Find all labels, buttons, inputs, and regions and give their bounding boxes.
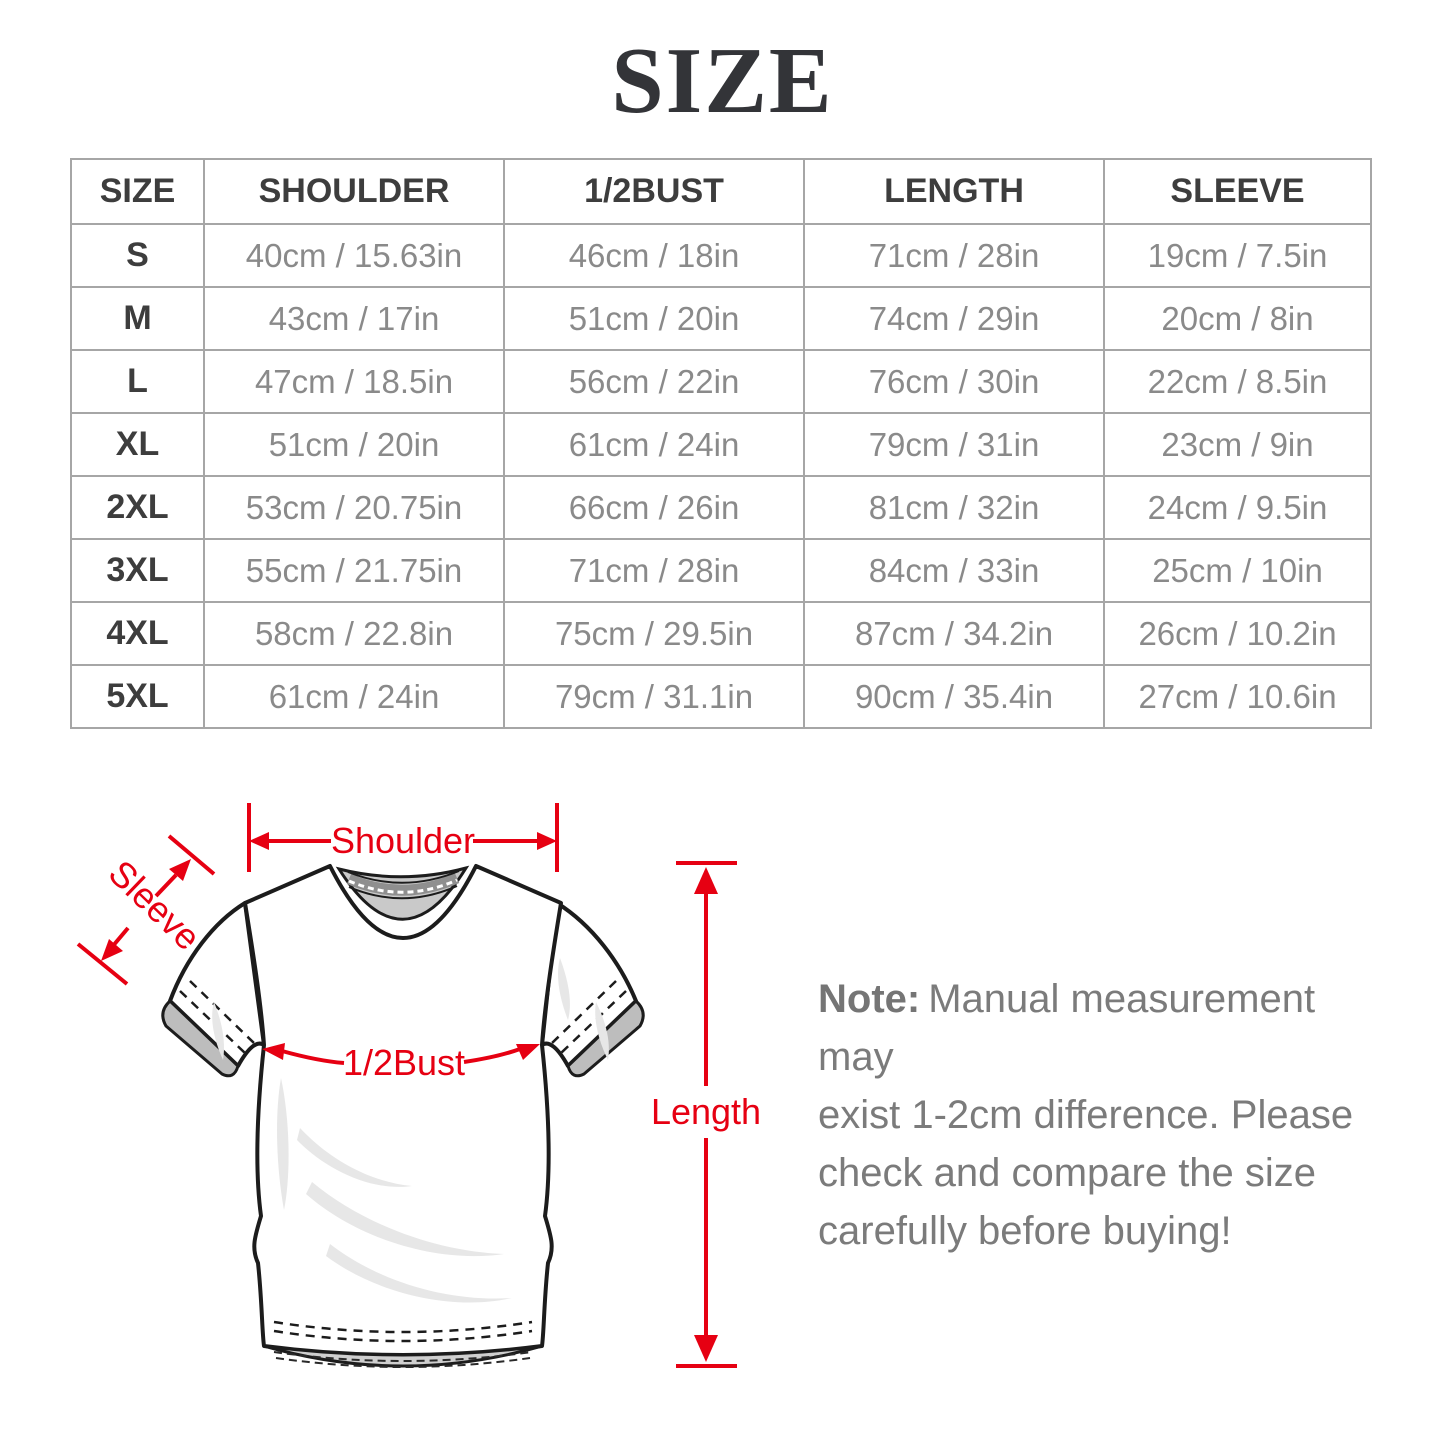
size-row-label: XL — [70, 412, 205, 477]
size-table: SIZE SHOULDER 1/2BUST LENGTH SLEEVE S 40c… — [70, 158, 1372, 729]
col-header-sleeve: SLEEVE — [1103, 158, 1372, 225]
collar-band-stitching — [348, 878, 458, 894]
size-table-row: XL 51cm / 20in 61cm / 24in 79cm / 31in 23cm … — [70, 412, 1372, 477]
hem-lip-stitches — [273, 1351, 533, 1368]
note-line: Note: Manual measurement may — [818, 970, 1398, 1086]
hem-upper-stitches — [273, 1320, 533, 1343]
measurement-cell: 24cm / 9.5in — [1103, 475, 1372, 540]
col-header-length: LENGTH — [803, 158, 1105, 225]
fabric-wrinkles — [212, 958, 609, 1303]
note-text: Manual measurement may — [818, 977, 1316, 1079]
size-row-label: M — [70, 286, 205, 351]
note-prefix: Note: — [818, 977, 921, 1021]
size-row-label: 4XL — [70, 601, 205, 666]
measurement-cell: 40cm / 15.63in — [203, 223, 505, 288]
note-line: exist 1-2cm difference. Please — [818, 1093, 1354, 1137]
size-row-label: L — [70, 349, 205, 414]
bust-annotation: 1/2Bust — [262, 1042, 540, 1083]
measurement-cell: 79cm / 31in — [803, 412, 1105, 477]
measurement-cell: 87cm / 34.2in — [803, 601, 1105, 666]
measurement-cell: 61cm / 24in — [203, 664, 505, 729]
measurement-cell: 43cm / 17in — [203, 286, 505, 351]
size-table-row: 2XL 53cm / 20.75in 66cm / 26in 81cm / 32in 2… — [70, 475, 1372, 540]
measurement-cell: 23cm / 9in — [1103, 412, 1372, 477]
arrowhead-left — [262, 1043, 285, 1060]
measurement-cell: 58cm / 22.8in — [203, 601, 505, 666]
shoulder-label: Shoulder — [331, 820, 475, 861]
measurement-note: Note: Manual measurement may exist 1-2cm … — [818, 970, 1398, 1260]
arrowhead-down — [694, 1335, 718, 1362]
measurement-cell: 46cm / 18in — [503, 223, 805, 288]
arrowhead-up — [694, 867, 718, 894]
measurement-cell: 74cm / 29in — [803, 286, 1105, 351]
size-row-label: 3XL — [70, 538, 205, 603]
measurement-cell: 20cm / 8in — [1103, 286, 1372, 351]
measurement-cell: 71cm / 28in — [503, 538, 805, 603]
arrowhead-right — [516, 1044, 540, 1060]
col-header-shoulder: SHOULDER — [203, 158, 505, 225]
tee-hem — [263, 1344, 543, 1368]
measurement-cell: 26cm / 10.2in — [1103, 601, 1372, 666]
measurement-cell: 81cm / 32in — [803, 475, 1105, 540]
size-row-label: 5XL — [70, 664, 205, 729]
measurement-cell: 27cm / 10.6in — [1103, 664, 1372, 729]
tshirt-measurement-diagram: Shoulder Sleeve 1/2Bust Length — [76, 803, 761, 1368]
measurement-cell: 79cm / 31.1in — [503, 664, 805, 729]
size-table-row: 5XL 61cm / 24in 79cm / 31.1in 90cm / 35.4in… — [70, 664, 1372, 729]
measurement-cell: 90cm / 35.4in — [803, 664, 1105, 729]
measurement-cell: 66cm / 26in — [503, 475, 805, 540]
measurement-cell: 55cm / 21.75in — [203, 538, 505, 603]
arrowhead-down-left — [101, 939, 123, 961]
size-table-row: 3XL 55cm / 21.75in 71cm / 28in 84cm / 33in 2… — [70, 538, 1372, 603]
page-title: SIZE — [611, 29, 834, 133]
measurement-cell: 71cm / 28in — [803, 223, 1105, 288]
measurement-cell: 56cm / 22in — [503, 349, 805, 414]
bust-label: 1/2Bust — [343, 1042, 465, 1083]
size-table-header-row: SIZE SHOULDER 1/2BUST LENGTH SLEEVE — [70, 158, 1372, 225]
measurement-cell: 75cm / 29.5in — [503, 601, 805, 666]
shoulder-annotation: Shoulder — [247, 803, 559, 872]
size-row-label: 2XL — [70, 475, 205, 540]
size-table-row: 4XL 58cm / 22.8in 75cm / 29.5in 87cm / 34.2… — [70, 601, 1372, 666]
col-header-size: SIZE — [70, 158, 205, 225]
measurement-cell: 61cm / 24in — [503, 412, 805, 477]
size-table-row: M 43cm / 17in 51cm / 20in 74cm / 29in 20cm /… — [70, 286, 1372, 351]
measurement-cell: 51cm / 20in — [203, 412, 505, 477]
arrowhead-left — [249, 832, 269, 850]
collar-band — [346, 872, 460, 896]
tshirt-illustration — [161, 864, 645, 1368]
measurement-cell: 76cm / 30in — [803, 349, 1105, 414]
measurement-cell: 22cm / 8.5in — [1103, 349, 1372, 414]
note-line: check and compare the size — [818, 1151, 1317, 1195]
measurement-cell: 19cm / 7.5in — [1103, 223, 1372, 288]
length-label: Length — [651, 1091, 761, 1132]
measurement-cell: 51cm / 20in — [503, 286, 805, 351]
arrowhead-right — [537, 832, 557, 850]
tee-body — [243, 864, 563, 1357]
col-header-bust: 1/2BUST — [503, 158, 805, 225]
size-table-row: S 40cm / 15.63in 46cm / 18in 71cm / 28in 19c… — [70, 223, 1372, 288]
measurement-cell: 53cm / 20.75in — [203, 475, 505, 540]
length-annotation: Length — [651, 861, 761, 1368]
measurement-cell: 84cm / 33in — [803, 538, 1105, 603]
size-row-label: S — [70, 223, 205, 288]
arrowhead-up-right — [169, 859, 191, 881]
measurement-cell: 47cm / 18.5in — [203, 349, 505, 414]
measurement-cell: 25cm / 10in — [1103, 538, 1372, 603]
size-table-row: L 47cm / 18.5in 56cm / 22in 76cm / 30in 22cm… — [70, 349, 1372, 414]
note-line: carefully before buying! — [818, 1209, 1232, 1253]
tee-left-cuff — [161, 999, 240, 1078]
